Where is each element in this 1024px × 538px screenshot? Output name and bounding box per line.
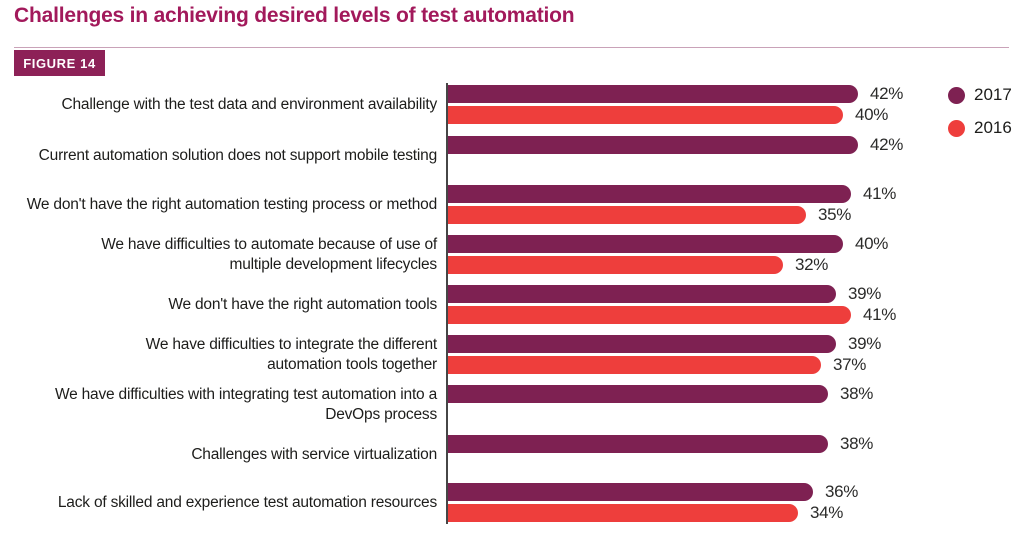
value-label: 41%	[863, 305, 897, 324]
category-label: Challenge with the test data and environ…	[61, 95, 438, 113]
bar-2017	[448, 285, 836, 303]
bar-row-2017: 39%	[448, 334, 882, 353]
figure-number-badge: FIGURE 14	[14, 50, 105, 76]
category-label: We have difficulties to integrate the di…	[145, 335, 438, 373]
value-label: 42%	[870, 84, 904, 103]
page-title: Challenges in achieving desired levels o…	[14, 4, 575, 27]
bar-row-2016: 35%	[448, 205, 852, 224]
category-label: We have difficulties with integrating te…	[54, 385, 437, 423]
bar-row-2016: 41%	[448, 305, 897, 324]
value-label: 32%	[795, 255, 829, 274]
category-label: Lack of skilled and experience test auto…	[57, 493, 437, 511]
bar-2016	[448, 306, 851, 324]
category-label: We don't have the right automation tools	[168, 295, 437, 313]
value-label: 37%	[833, 355, 867, 374]
bar-row-2017: 39%	[448, 284, 882, 303]
legend-dot-2016-icon	[948, 119, 965, 137]
category-label: Current automation solution does not sup…	[38, 146, 438, 164]
bar-row-2017: 42%	[448, 84, 904, 103]
bar-row-2017: 38%	[448, 434, 874, 453]
bar-2017	[448, 483, 813, 501]
value-label: 39%	[848, 334, 882, 353]
value-label: 36%	[825, 482, 859, 501]
bar-row-2017: 38%	[448, 384, 874, 403]
value-label: 42%	[870, 135, 904, 154]
value-label: 40%	[855, 105, 889, 124]
bar-row-2016: 34%	[448, 503, 844, 522]
category-label: We don't have the right automation testi…	[26, 195, 437, 213]
bar-row-2016: 32%	[448, 255, 829, 274]
legend-item-2016: 2016	[948, 118, 1012, 137]
divider-rule	[14, 47, 1009, 48]
bar-2016	[448, 256, 783, 274]
value-label: 39%	[848, 284, 882, 303]
bar-2017	[448, 136, 858, 154]
bar-row-2016: 40%	[448, 105, 889, 124]
value-label: 38%	[840, 384, 874, 403]
legend-item-2017: 2017	[948, 85, 1012, 104]
bar-2017	[448, 385, 828, 403]
bar-row-2017: 41%	[448, 184, 897, 203]
bar-2017	[448, 435, 828, 453]
legend-label-2016: 2016	[974, 118, 1012, 137]
bar-2016	[448, 356, 821, 374]
bar-row-2017: 36%	[448, 482, 859, 501]
bar-row-2017: 42%	[448, 135, 904, 154]
category-label: Challenges with service virtualization	[191, 445, 437, 463]
value-label: 41%	[863, 184, 897, 203]
chart-y-axis-line	[446, 83, 448, 524]
bar-2016	[448, 106, 843, 124]
legend: 2017 2016	[948, 85, 1012, 137]
value-label: 38%	[840, 434, 874, 453]
category-label: We have difficulties to automate because…	[101, 235, 437, 273]
value-label: 40%	[855, 234, 889, 253]
bar-2017	[448, 235, 843, 253]
bar-2017	[448, 185, 851, 203]
bar-row-2016: 37%	[448, 355, 867, 374]
bar-row-2017: 40%	[448, 234, 889, 253]
value-label: 35%	[818, 205, 852, 224]
legend-label-2017: 2017	[974, 85, 1012, 104]
legend-dot-2017-icon	[948, 86, 965, 104]
bar-2017	[448, 85, 858, 103]
value-label: 34%	[810, 503, 844, 522]
bar-2017	[448, 335, 836, 353]
bar-2016	[448, 206, 806, 224]
bar-2016	[448, 504, 798, 522]
